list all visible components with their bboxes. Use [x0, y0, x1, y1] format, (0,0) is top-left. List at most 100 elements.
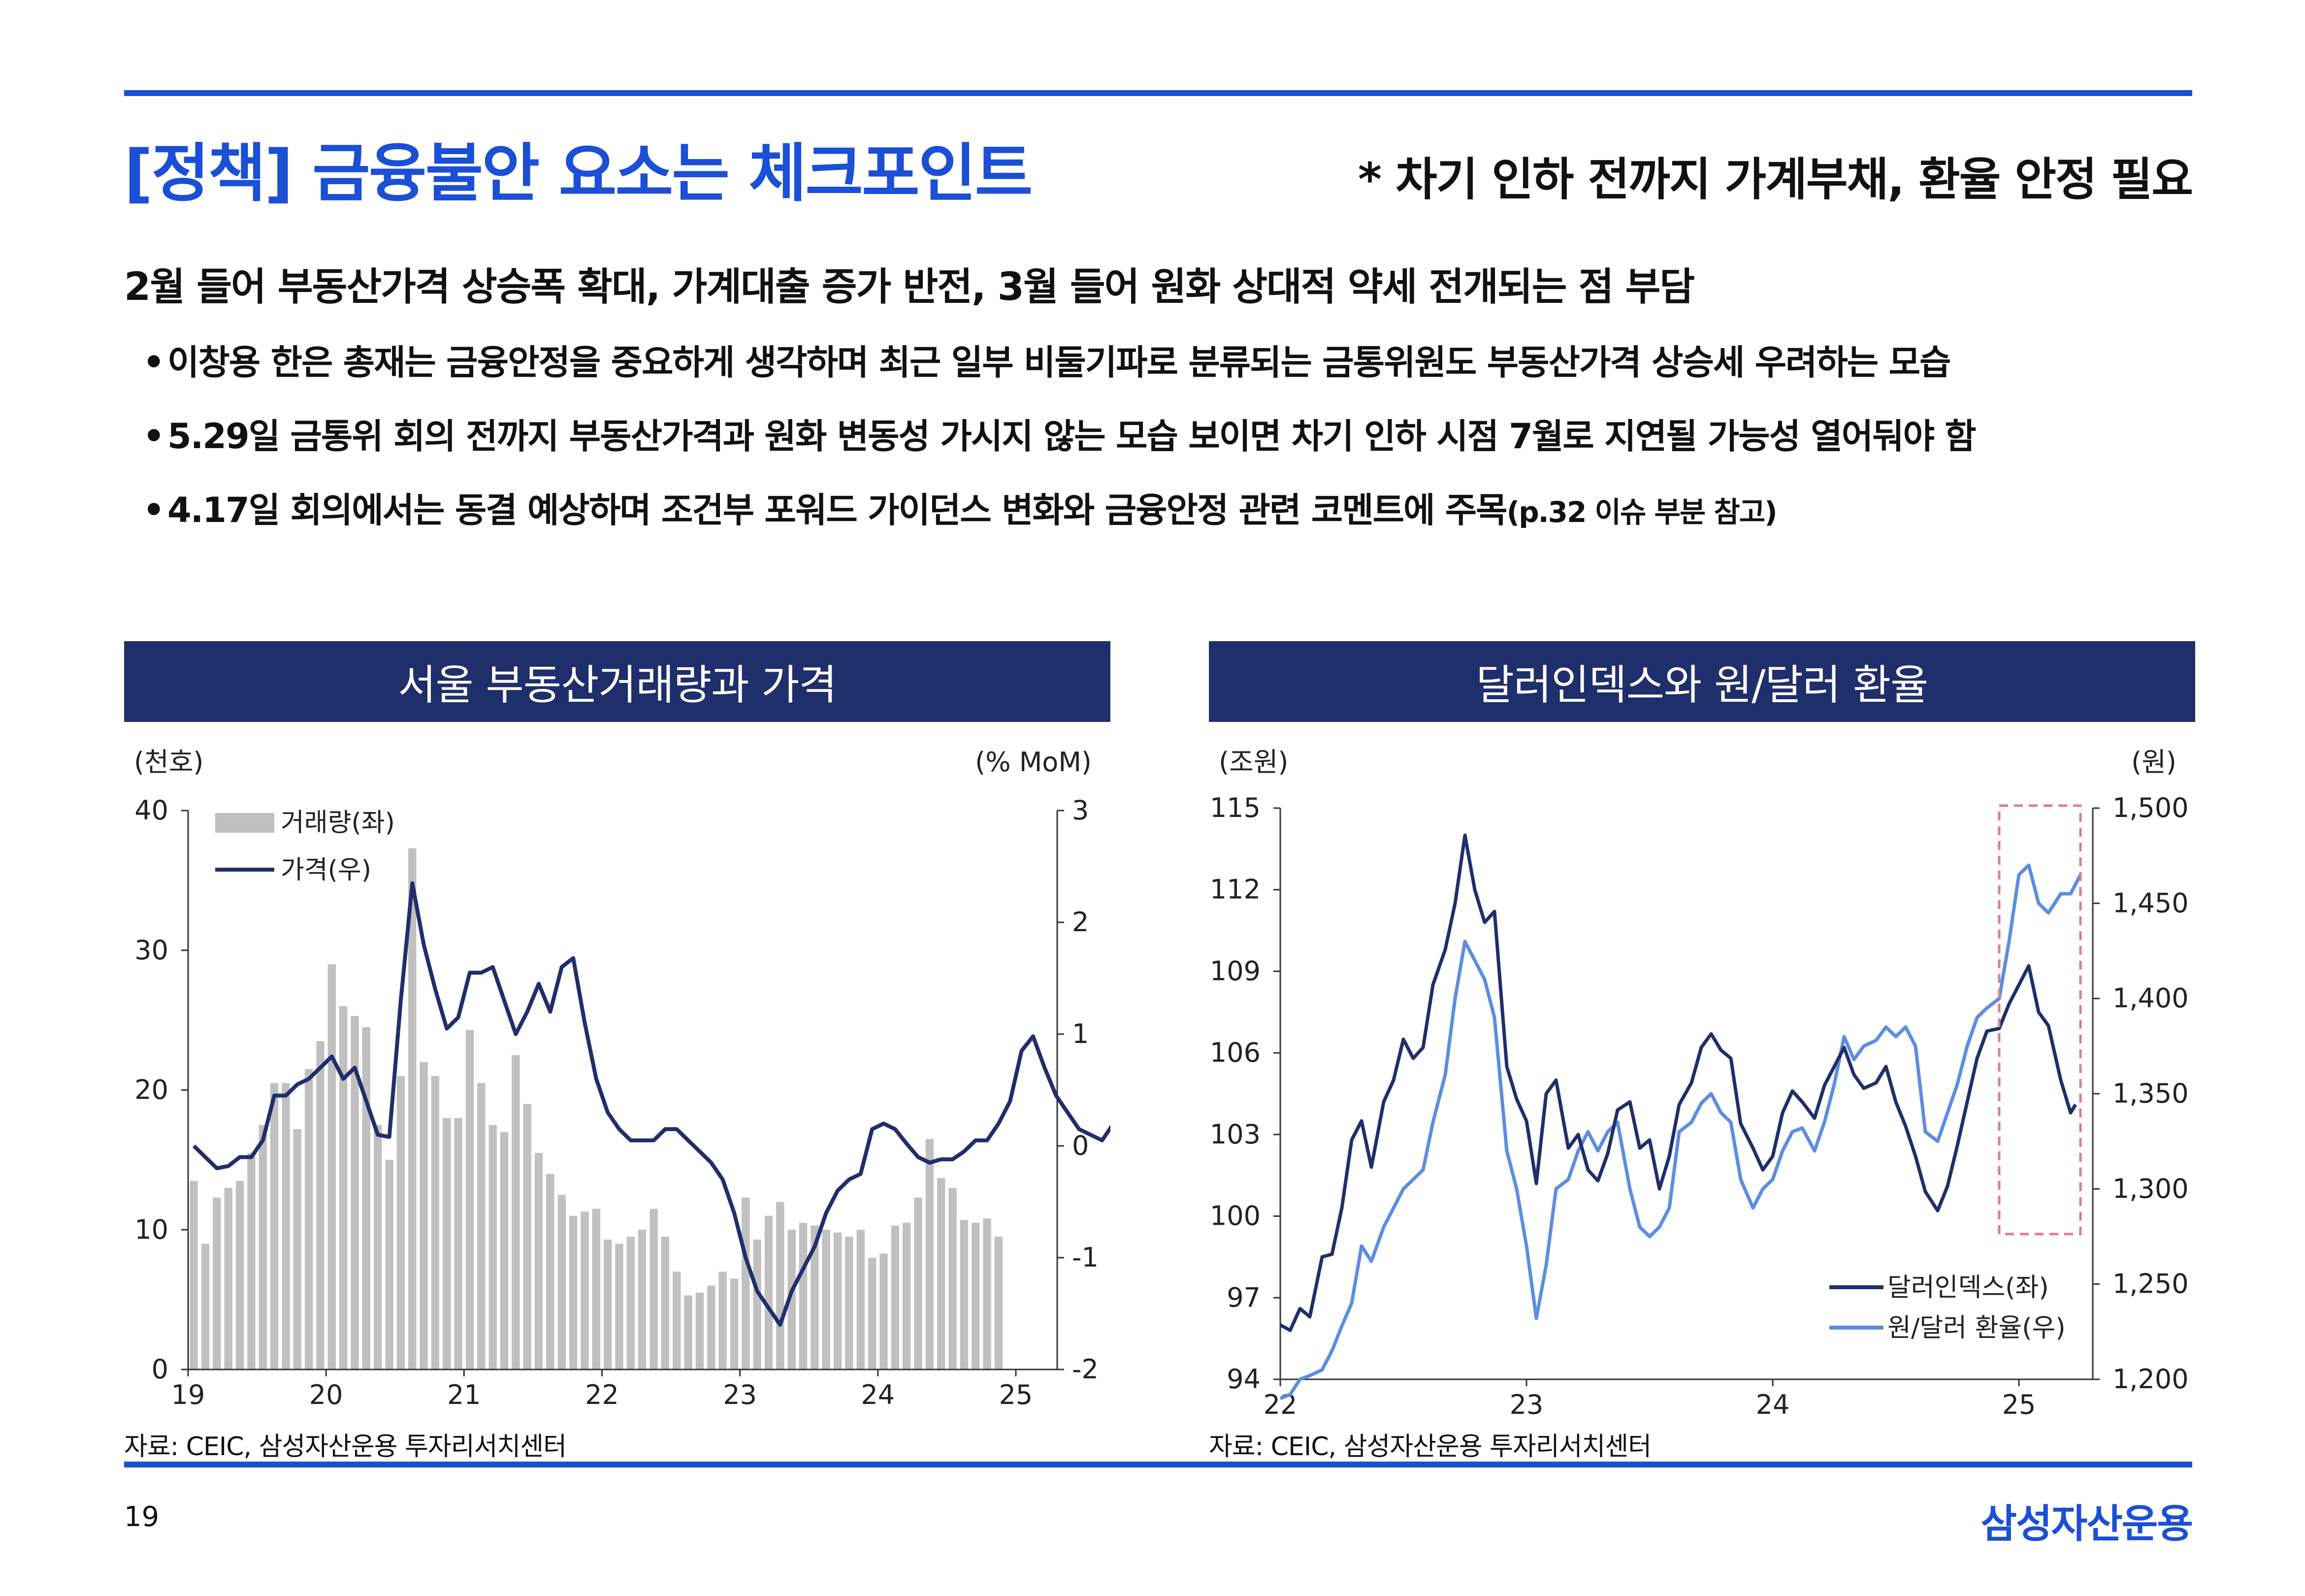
y-left-tick-label: 106	[1210, 1037, 1261, 1068]
y-left-unit: (천호)	[134, 747, 204, 778]
y-left-tick-label: 103	[1210, 1119, 1261, 1150]
volume-bar	[512, 1055, 520, 1369]
volume-bar	[351, 1016, 359, 1369]
volume-bar	[190, 1180, 198, 1369]
volume-bar	[523, 1104, 531, 1369]
volume-bar	[811, 1225, 819, 1369]
right-chart-source: 자료: CEIC, 삼성자산운용 투자리서치센터	[1209, 1432, 1652, 1462]
volume-bar	[914, 1197, 922, 1369]
volume-bar	[534, 1153, 543, 1369]
volume-bar	[925, 1139, 934, 1369]
volume-bar	[247, 1153, 256, 1369]
left-panel-title: 서울 부동산거래량과 가격	[124, 641, 1110, 722]
volume-bar	[408, 848, 417, 1369]
volume-bar	[649, 1208, 658, 1369]
highlight-box	[1998, 804, 2082, 1236]
volume-bar	[488, 1125, 497, 1369]
volume-bar	[845, 1237, 853, 1369]
summary-headline: 2월 들어 부동산가격 상승폭 확대, 가계대출 증가 반전, 3월 들어 원화…	[124, 265, 1695, 309]
y-left-tick-label: 112	[1210, 874, 1261, 905]
volume-bar	[994, 1237, 1003, 1369]
volume-bar	[948, 1188, 957, 1369]
volume-bar	[799, 1223, 808, 1369]
y-right-tick-label: 3	[1072, 795, 1089, 826]
volume-bar	[960, 1220, 969, 1369]
volume-bar	[327, 964, 336, 1369]
price-line	[192, 881, 1110, 1327]
volume-bar	[856, 1230, 865, 1369]
volume-bar	[833, 1232, 842, 1369]
bullet-text: 4.17일 회의에서는 동결 예상하며 조건부 포워드 가이던스 변화와 금융안…	[167, 490, 1508, 530]
bullet-mark: •	[143, 490, 165, 530]
x-tick-label: 20	[309, 1379, 343, 1410]
y-right-tick-label: 1	[1072, 1018, 1089, 1049]
legend-volume-label: 거래량(좌)	[281, 808, 395, 838]
volume-bar	[235, 1180, 244, 1369]
volume-bar	[396, 1076, 405, 1369]
volume-bar	[592, 1208, 600, 1369]
volume-bar	[454, 1118, 462, 1369]
volume-bar	[213, 1197, 221, 1369]
legend-volume-swatch	[215, 813, 274, 833]
volume-bar	[477, 1083, 486, 1369]
left-chart-source: 자료: CEIC, 삼성자산운용 투자리서치센터	[124, 1432, 567, 1462]
volume-bar	[868, 1258, 877, 1369]
volume-bar	[431, 1076, 440, 1369]
volume-bar	[638, 1230, 647, 1369]
x-tick-label: 25	[999, 1379, 1033, 1410]
x-tick-label: 25	[2002, 1389, 2036, 1420]
volume-bar	[569, 1215, 578, 1369]
y-left-tick-label: 115	[1210, 792, 1261, 823]
x-tick-label: 21	[447, 1379, 481, 1410]
y-right-tick-label: 0	[1072, 1130, 1089, 1161]
volume-bar	[822, 1230, 830, 1369]
volume-bar	[707, 1285, 715, 1369]
volume-bar	[753, 1239, 761, 1369]
y-right-unit: (원)	[2131, 747, 2176, 778]
y-right-tick-label: -2	[1072, 1354, 1099, 1385]
volume-bar	[385, 1160, 393, 1369]
page-subtitle: * 차기 인하 전까지 가계부채, 환율 안정 필요	[1358, 153, 2193, 206]
page-title: [정책] 금융불안 요소는 체크포인트	[124, 137, 1033, 210]
volume-bar	[661, 1237, 670, 1369]
volume-bar	[879, 1253, 888, 1369]
volume-bar	[443, 1118, 451, 1369]
volume-bar	[293, 1129, 301, 1369]
bullet-mark: •	[143, 342, 165, 383]
y-left-tick-label: 20	[134, 1075, 168, 1106]
volume-bar	[270, 1083, 279, 1369]
x-tick-label: 23	[1510, 1389, 1544, 1420]
y-left-tick-label: 97	[1227, 1282, 1261, 1313]
y-left-tick-label: 40	[134, 795, 168, 826]
y-left-tick-label: 109	[1210, 955, 1261, 986]
page-number: 19	[124, 1501, 160, 1533]
y-right-unit: (% MoM)	[975, 747, 1092, 778]
legend-price-label: 가격(우)	[281, 855, 371, 885]
y-right-tick-label: 2	[1072, 907, 1089, 938]
y-right-tick-label: 1,500	[2112, 792, 2189, 823]
y-left-unit: (조원)	[1219, 747, 1289, 778]
volume-bar	[684, 1295, 692, 1369]
volume-bar	[603, 1239, 612, 1369]
y-right-tick-label: -1	[1072, 1242, 1099, 1273]
bullet-text: 이창용 한은 총재는 금융안정을 중요하게 생각하며 최근 일부 비둘기파로 분…	[167, 342, 1951, 383]
volume-bar	[282, 1083, 290, 1369]
bullet-item: • 5.29일 금통위 회의 전까지 부동산가격과 원화 변동성 가시지 않는 모…	[143, 409, 1977, 458]
y-right-tick-label: 1,300	[2112, 1173, 2189, 1204]
volume-bar	[420, 1062, 428, 1369]
volume-bar	[615, 1243, 623, 1369]
volume-bar	[546, 1173, 554, 1369]
volume-bar	[776, 1202, 784, 1369]
legend-dollar-index-label: 달러인덱스(좌)	[1887, 1273, 2049, 1303]
y-right-tick-label: 1,250	[2112, 1269, 2189, 1300]
y-right-tick-label: 1,450	[2112, 887, 2189, 918]
brand-name: 삼성자산운용	[1980, 1501, 2193, 1547]
volume-bar	[718, 1271, 727, 1369]
volume-bar	[465, 1030, 474, 1369]
y-left-tick-label: 94	[1227, 1364, 1261, 1395]
y-left-tick-label: 10	[134, 1214, 168, 1245]
volume-bar	[787, 1230, 796, 1369]
y-left-tick-label: 0	[152, 1354, 168, 1385]
y-left-tick-label: 100	[1210, 1201, 1261, 1232]
